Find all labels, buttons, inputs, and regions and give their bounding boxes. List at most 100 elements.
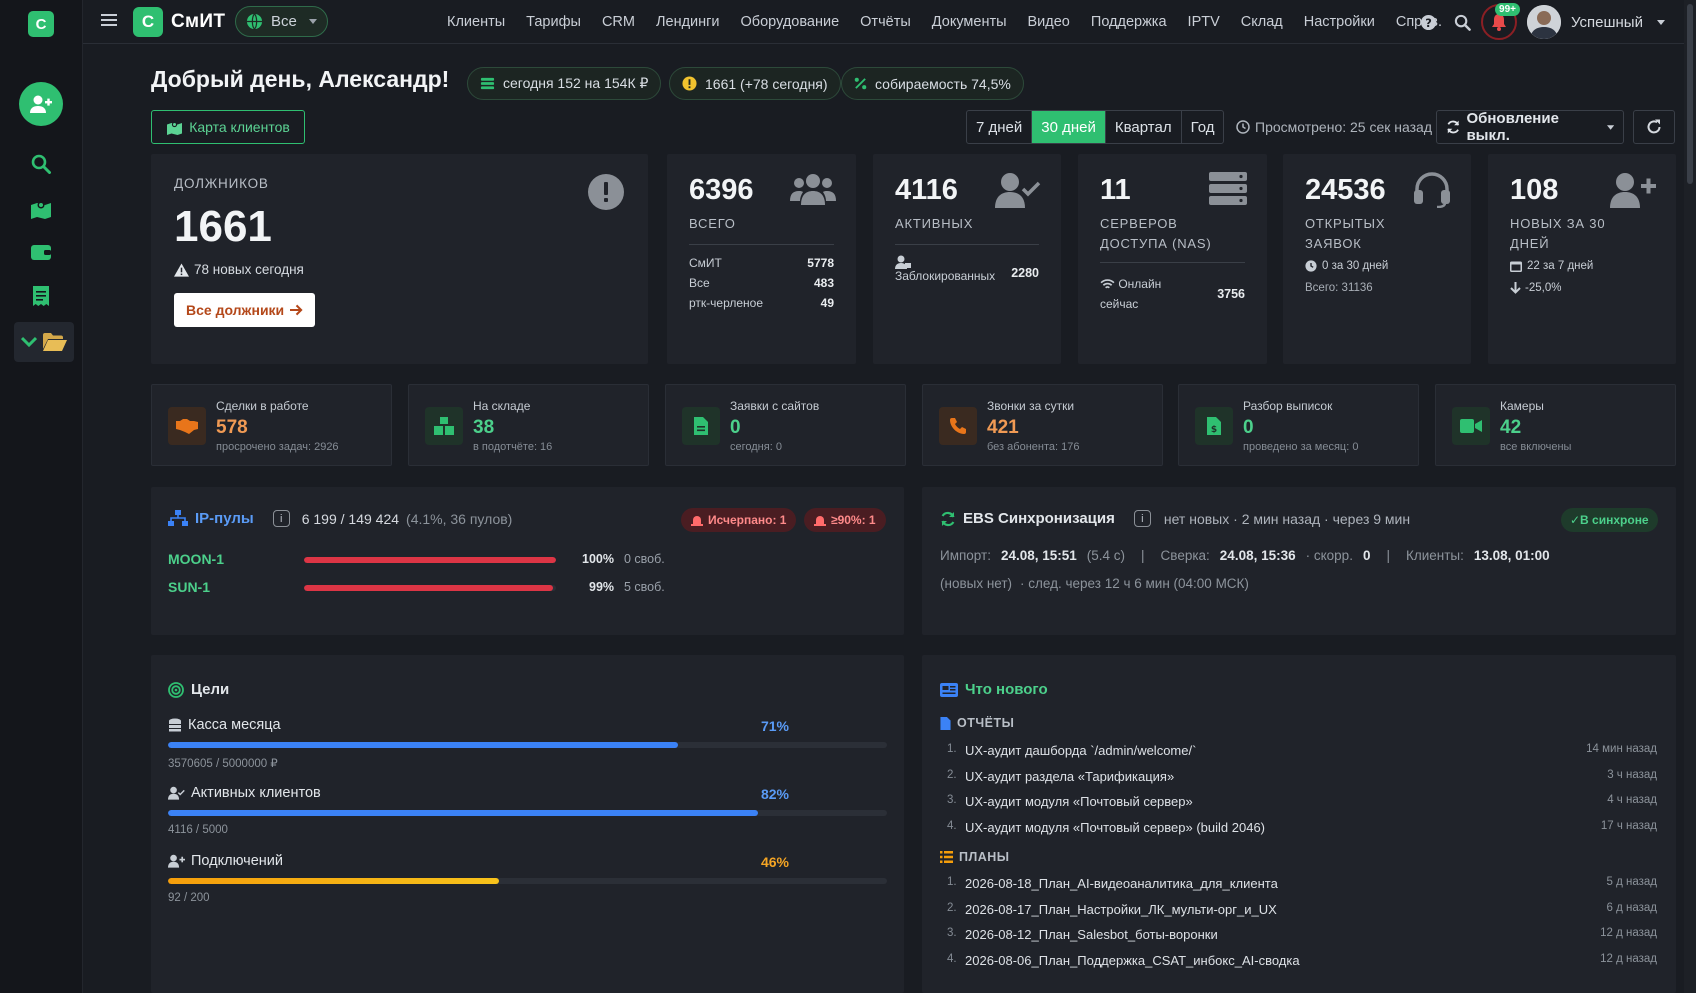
brand[interactable]: С СмИТ (133, 7, 225, 37)
nav-equipment[interactable]: Оборудование (740, 14, 840, 30)
news-title: Что нового (965, 681, 1048, 698)
new-clients-card: 108 НОВЫХ ЗА 30 ДНЕЙ 22 за 7 дней -25,0% (1488, 154, 1676, 364)
pool-name[interactable]: SUN-1 (168, 579, 211, 595)
boxes-icon (434, 417, 454, 435)
period-quarter[interactable]: Квартал (1106, 111, 1182, 143)
site-requests-icon-box (682, 407, 720, 445)
cameras-card[interactable]: Камеры 42 все включены (1435, 384, 1676, 466)
goal-bar-fill (168, 878, 499, 884)
nav-iptv[interactable]: IPTV (1187, 14, 1220, 30)
nav-documents[interactable]: Документы (931, 14, 1007, 30)
scope-select[interactable]: Все (235, 6, 328, 37)
client-map-button[interactable]: Карта клиентов (151, 110, 305, 144)
badge-exhausted[interactable]: Исчерпано: 1 (681, 508, 797, 532)
statements-sub: проведено за месяц: 0 (1243, 441, 1359, 453)
nav-support[interactable]: Поддержка (1090, 14, 1167, 30)
pill-today[interactable]: сегодня 152 на 154К ₽ (467, 67, 662, 100)
nav-clients[interactable]: Клиенты (447, 14, 506, 30)
news-item[interactable]: 4. 2026-08-06_План_Поддержка_CSAT_инбокс_… (947, 953, 1657, 968)
user-photo-icon (1527, 5, 1561, 39)
cameras-sub: все включены (1500, 441, 1572, 453)
sidebar-search[interactable] (27, 150, 55, 178)
auto-update-dropdown[interactable]: Обновление выкл. (1436, 110, 1624, 144)
period-selector: 7 дней 30 дней Квартал Год (966, 110, 1225, 144)
deals-card[interactable]: Сделки в работе 578 просрочено задач: 29… (151, 384, 392, 466)
ebs-status: нет новых · 2 мин назад · через 9 мин (1163, 510, 1411, 527)
nav-warehouse[interactable]: Склад (1240, 14, 1283, 30)
total-row: СмИТ 5778 (689, 256, 834, 270)
sidebar-folder[interactable] (14, 322, 74, 362)
add-user-button[interactable] (19, 82, 63, 126)
divider (1100, 262, 1245, 263)
pool-bar (304, 585, 556, 591)
nav-settings[interactable]: Настройки (1303, 14, 1375, 30)
search-button[interactable] (1454, 14, 1471, 31)
site-requests-card[interactable]: Заявки с сайтов 0 сегодня: 0 (665, 384, 906, 466)
sidebar-wallet[interactable] (27, 238, 55, 266)
goal-sub: 3570605 / 5000000 ₽ (168, 758, 278, 770)
nav-reports[interactable]: Отчёты (860, 14, 911, 30)
topbar: С СмИТ Все Клиенты Тарифы CRM Лендинги О… (83, 0, 1696, 44)
nav-landings[interactable]: Лендинги (655, 14, 720, 30)
sidebar-receipt[interactable] (27, 282, 55, 310)
scrollbar-thumb[interactable] (1687, 4, 1693, 184)
debtors-new: 78 новых сегодня (174, 262, 304, 277)
tickets-sub1-text: 0 за 30 дней (1322, 260, 1389, 272)
scope-value: Все (271, 13, 297, 30)
news-item[interactable]: 2. UX-аудит раздела «Тарификация» 3 ч наза… (947, 769, 1657, 784)
info-icon[interactable]: i (272, 510, 290, 527)
brand-logo: С (133, 7, 163, 37)
pool-name[interactable]: MOON-1 (168, 551, 224, 567)
badge-90[interactable]: ≥90%: 1 (804, 508, 886, 532)
nav-video[interactable]: Видео (1027, 14, 1070, 30)
warehouse-card[interactable]: На складе 38 в подотчёте: 16 (408, 384, 649, 466)
reports-section-title: ОТЧЁТЫ (940, 716, 1014, 730)
statements-card[interactable]: $ Разбор выписок 0 проведено за месяц: 0 (1178, 384, 1419, 466)
sidebar-logo[interactable]: С (28, 11, 54, 37)
all-debtors-button[interactable]: Все должники (174, 293, 316, 327)
notifications-button[interactable]: 99+ (1481, 3, 1520, 40)
list-icon (940, 851, 953, 863)
exclamation-circle-icon (588, 174, 624, 210)
user-check-icon (168, 786, 185, 800)
refresh-button[interactable] (1633, 110, 1675, 144)
goal-label-row: Касса месяца (168, 717, 281, 733)
info-icon[interactable]: i (1133, 510, 1151, 527)
bell-icon (1492, 14, 1506, 31)
news-item[interactable]: 4. UX-аудит модуля «Почтовый сервер» (bui… (947, 820, 1657, 835)
page-scrollbar[interactable] (1684, 0, 1696, 993)
ebs-check-label: Сверка: (1160, 548, 1210, 563)
calls-card[interactable]: Звонки за сутки 421 без абонента: 176 (922, 384, 1163, 466)
news-item[interactable]: 3. 2026-08-12_План_Salesbot_боты-воронки 1… (947, 927, 1657, 942)
username[interactable]: Успешный (1571, 13, 1643, 31)
news-item[interactable]: 2. 2026-08-17_План_Настройки_ЛК_мульти-ор… (947, 902, 1657, 917)
warehouse-title: На складе (473, 399, 531, 413)
news-item-text: UX-аудит дашборда `/admin/welcome/` (965, 743, 1197, 758)
pool-percent: 100% (582, 552, 614, 566)
nas-card: 11 СЕРВЕРОВ ДОСТУПА (NAS) Онлайн сейчас … (1078, 154, 1267, 364)
avatar[interactable] (1527, 5, 1561, 39)
nas-label: СЕРВЕРОВ ДОСТУПА (NAS) (1100, 216, 1212, 251)
cameras-value: 42 (1500, 417, 1522, 438)
menu-toggle[interactable] (101, 13, 117, 27)
goal-sub: 4116 / 5000 (168, 824, 228, 836)
ebs-next-run: · след. через 12 ч 6 мин (04:00 МСК) (1020, 576, 1249, 591)
deals-icon-box (168, 407, 206, 445)
period-30d[interactable]: 30 дней (1032, 111, 1106, 143)
nav-tariffs[interactable]: Тарифы (526, 14, 581, 30)
news-item[interactable]: 1. UX-аудит дашборда `/admin/welcome/` 14 … (947, 743, 1657, 758)
sidebar-map[interactable] (27, 195, 55, 223)
plans-section-title: ПЛАНЫ (940, 850, 1010, 864)
new-clients-label: НОВЫХ ЗА 30 ДНЕЙ (1510, 216, 1606, 251)
period-7d[interactable]: 7 дней (967, 111, 1033, 143)
row-label: Все (689, 276, 710, 290)
pill-collect[interactable]: собираемость 74,5% (841, 67, 1024, 100)
period-year[interactable]: Год (1190, 118, 1215, 136)
news-item[interactable]: 1. 2026-08-18_План_AI-видеоаналитика_для_… (947, 876, 1657, 891)
add-user-icon (30, 95, 52, 113)
nav-crm[interactable]: CRM (601, 14, 635, 30)
news-item[interactable]: 3. UX-аудит модуля «Почтовый сервер» 4 ч н… (947, 794, 1657, 809)
pill-debtors[interactable]: 1661 (+78 сегодня) (669, 67, 841, 100)
warehouse-icon-box (425, 407, 463, 445)
help-button[interactable]: ? (1420, 14, 1437, 31)
